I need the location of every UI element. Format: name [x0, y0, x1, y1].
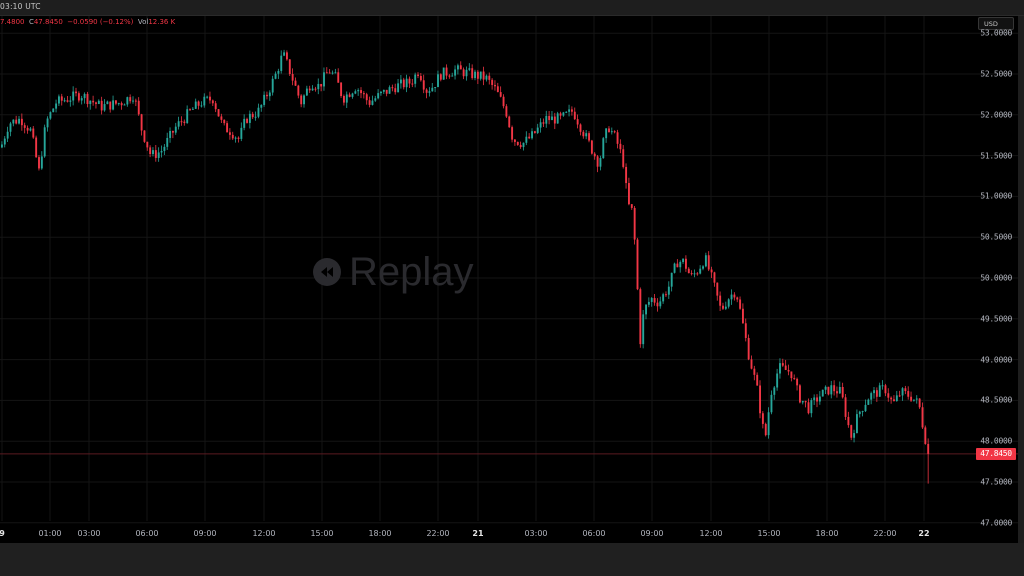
price-tick: 49.0000 — [980, 355, 1012, 365]
price-tick: 51.0000 — [980, 191, 1012, 201]
time-tick: 15:00 — [757, 529, 781, 538]
time-tick: 18:00 — [815, 529, 839, 538]
time-tick: 09:00 — [640, 529, 664, 538]
price-tick: 53.0000 — [980, 28, 1012, 38]
price-tick: 48.5000 — [980, 395, 1012, 405]
time-tick: 22 — [918, 529, 930, 538]
price-tick: 52.0000 — [980, 110, 1012, 120]
candlestick-plot[interactable] — [0, 16, 1018, 543]
time-tick: 22:00 — [873, 529, 897, 538]
time-tick: 06:00 — [135, 529, 159, 538]
legend-volume: 12.36 K — [148, 18, 176, 26]
time-tick: 15:00 — [310, 529, 334, 538]
legend-low: 7.4800 — [0, 18, 25, 26]
legend-change: −0.0590 (−0.12%) — [67, 18, 134, 26]
chart-pane[interactable]: 7.4800 C47.8450 −0.0590 (−0.12%) Vol12.3… — [0, 16, 1018, 543]
replay-text: Replay — [349, 249, 474, 294]
time-tick: 12:00 — [252, 529, 276, 538]
time-tick: 22:00 — [426, 529, 450, 538]
price-tick: 47.5000 — [980, 477, 1012, 487]
price-tick: 49.5000 — [980, 314, 1012, 324]
price-tick: 47.0000 — [980, 518, 1012, 528]
price-tick: 48.0000 — [980, 436, 1012, 446]
legend-close: 47.8450 — [33, 18, 63, 26]
price-tick: 50.5000 — [980, 232, 1012, 242]
time-tick: 18:00 — [368, 529, 392, 538]
time-tick: 9 — [0, 529, 5, 538]
time-tick: 09:00 — [193, 529, 217, 538]
price-tick: 52.5000 — [980, 69, 1012, 79]
time-tick: 03:00 — [524, 529, 548, 538]
price-tick: 51.5000 — [980, 151, 1012, 161]
time-tick: 12:00 — [699, 529, 723, 538]
clock-label: 03:10 UTC — [0, 2, 41, 11]
time-tick: 01:00 — [38, 529, 62, 538]
right-scrollbar[interactable] — [1018, 16, 1024, 543]
time-tick: 03:00 — [77, 529, 101, 538]
legend-close-label: C — [28, 18, 34, 26]
price-tick: 50.0000 — [980, 273, 1012, 283]
time-tick: 21 — [472, 529, 484, 538]
top-bar: 03:10 UTC — [0, 0, 1024, 16]
ohlc-legend: 7.4800 C47.8450 −0.0590 (−0.12%) Vol12.3… — [0, 18, 175, 26]
time-tick: 06:00 — [582, 529, 606, 538]
bottom-panel — [0, 543, 1024, 576]
rewind-icon — [313, 258, 341, 286]
currency-button[interactable]: USD — [978, 17, 1014, 30]
replay-watermark: Replay — [313, 249, 474, 294]
current-price-label: 47.8450 — [976, 447, 1016, 460]
legend-vol-label: Vol — [137, 18, 149, 26]
